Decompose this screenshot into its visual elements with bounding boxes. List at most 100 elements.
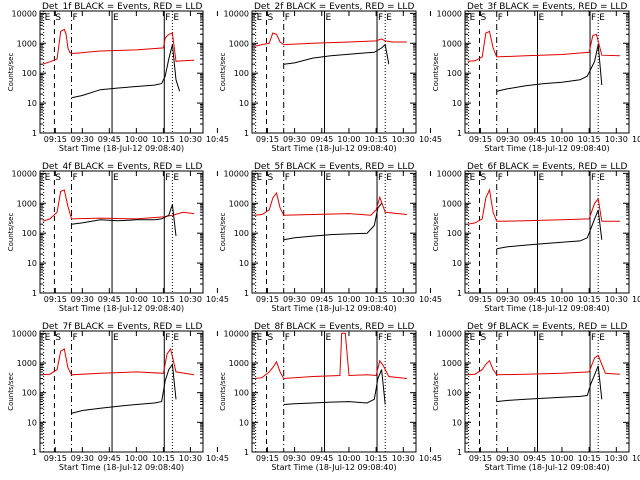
marker-label: E <box>599 173 605 183</box>
marker-label: E <box>173 173 179 183</box>
marker-label: F <box>285 13 290 23</box>
plot-frame <box>39 170 204 294</box>
x-axis-label: Start Time (18-Jul-12 09:08:40) <box>271 144 396 153</box>
plot-frame <box>39 10 204 134</box>
y-tick-label: 100 <box>234 389 249 398</box>
x-tick-label: 10:00 <box>125 454 148 463</box>
y-axis-label: Counts/sec <box>7 213 15 252</box>
x-tick-label: 09:30 <box>71 295 94 304</box>
y-tick-label: 1 <box>32 289 37 298</box>
series-line-events <box>496 365 603 403</box>
marker-label: E <box>113 13 119 23</box>
x-tick-label: 09:15 <box>469 295 492 304</box>
series-line-events <box>496 44 603 92</box>
y-tick-label: 1 <box>457 289 462 298</box>
y-tick-label: 10 <box>27 99 37 108</box>
x-tick-label: 09:30 <box>496 135 519 144</box>
marker-label: E <box>386 13 392 23</box>
x-tick-label: 10:30 <box>179 295 202 304</box>
x-tick-label: 10:30 <box>392 454 415 463</box>
y-tick-label: 10000 <box>224 9 249 18</box>
marker-label: F <box>165 333 170 343</box>
x-tick-label: 10:00 <box>337 295 360 304</box>
x-tick-label: 09:30 <box>283 454 306 463</box>
x-tick-label: 09:30 <box>496 295 519 304</box>
y-tick-label: 1 <box>244 448 249 457</box>
series-line-lld <box>42 347 195 376</box>
marker-label: F <box>165 13 170 23</box>
x-tick-label: 10:15 <box>578 295 601 304</box>
series-line-lld <box>254 332 407 380</box>
x-axis-label: Start Time (18-Jul-12 09:08:40) <box>271 304 396 313</box>
x-tick-label: 10:15 <box>365 135 388 144</box>
plot-frame <box>464 170 630 294</box>
x-tick-label: 10:45 <box>206 454 229 463</box>
panel-title: Det_5f BLACK = Events, RED = LLD <box>254 162 414 172</box>
marker-label: E <box>386 333 392 343</box>
marker-label: S <box>55 13 61 23</box>
marker-label: E <box>257 173 263 183</box>
series-line-events <box>283 43 390 65</box>
y-tick-label: 100 <box>447 69 462 78</box>
x-axis-label: Start Time (18-Jul-12 09:08:40) <box>484 304 609 313</box>
marker-label: S <box>55 333 61 343</box>
series-line-lld <box>467 354 620 376</box>
marker-label: S <box>267 333 273 343</box>
x-tick-label: 09:45 <box>523 295 546 304</box>
x-tick-label: 10:00 <box>125 295 148 304</box>
x-tick-label: 10:00 <box>337 454 360 463</box>
marker-label: E <box>45 333 51 343</box>
x-tick-label: 10:45 <box>419 295 442 304</box>
y-tick-label: 10000 <box>437 169 462 178</box>
marker-label: E <box>257 333 263 343</box>
series-line-lld <box>254 191 407 216</box>
panel-title: Det_7f BLACK = Events, RED = LLD <box>42 322 202 332</box>
x-tick-label: 09:30 <box>71 135 94 144</box>
series-line-lld <box>42 189 195 222</box>
y-axis-label: Counts/sec <box>7 53 15 92</box>
marker-label: E <box>538 333 544 343</box>
y-tick-label: 1000 <box>17 359 37 368</box>
x-tick-label: 09:15 <box>44 295 67 304</box>
marker-label: E <box>538 13 544 23</box>
x-tick-label: 09:45 <box>98 135 121 144</box>
x-tick-label: 10:15 <box>578 454 601 463</box>
x-tick-label: 10:00 <box>550 295 573 304</box>
y-tick-label: 1 <box>32 448 37 457</box>
marker-label: F <box>498 173 503 183</box>
series-line-events <box>496 209 603 250</box>
marker-label: E <box>470 13 476 23</box>
marker-label: F <box>498 333 503 343</box>
y-tick-label: 10000 <box>437 329 462 338</box>
marker-label: E <box>325 173 331 183</box>
marker-label: S <box>55 173 61 183</box>
panel-title: Det_6f BLACK = Events, RED = LLD <box>467 162 627 172</box>
marker-label: F <box>378 333 383 343</box>
x-tick-label: 09:15 <box>44 454 67 463</box>
panel-title: Det_2f BLACK = Events, RED = LLD <box>254 2 414 12</box>
x-axis-label: Start Time (18-Jul-12 09:08:40) <box>59 463 184 472</box>
y-tick-label: 1000 <box>229 359 249 368</box>
marker-label: E <box>113 173 119 183</box>
marker-label: E <box>325 13 331 23</box>
y-tick-label: 10000 <box>224 169 249 178</box>
x-tick-label: 10:30 <box>392 135 415 144</box>
series-line-lld <box>467 30 620 62</box>
marker-label: S <box>267 173 273 183</box>
x-tick-label: 10:45 <box>419 454 442 463</box>
y-axis-label: Counts/sec <box>432 53 440 92</box>
x-tick-label: 10:15 <box>365 454 388 463</box>
series-line-events <box>71 363 177 414</box>
y-tick-label: 10000 <box>12 9 37 18</box>
y-tick-label: 100 <box>447 389 462 398</box>
y-tick-label: 1000 <box>442 359 462 368</box>
y-axis-label: Counts/sec <box>432 372 440 411</box>
marker-label: E <box>386 173 392 183</box>
x-tick-label: 10:45 <box>419 135 442 144</box>
